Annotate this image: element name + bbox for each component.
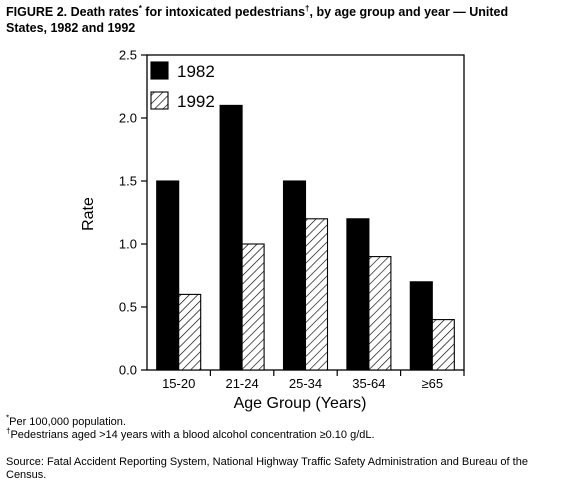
bar-1982-2 <box>282 180 307 371</box>
title-main: FIGURE 2. Death rates <box>6 5 139 19</box>
bar-1982-1 <box>219 104 243 371</box>
y-axis-label: Rate <box>80 197 97 231</box>
y-tick-label: 2.5 <box>119 48 137 63</box>
x-tick-label: 15-20 <box>162 376 195 391</box>
footnote-text: Per 100,000 population. <box>9 416 126 428</box>
legend-label-1982: 1982 <box>177 62 215 81</box>
footnote-pedestrians: †Pedestrians aged >14 years with a blood… <box>6 425 561 442</box>
x-tick-label: 21-24 <box>225 376 258 391</box>
bar-1982-3 <box>346 218 370 371</box>
y-tick-label: 0.5 <box>119 300 137 315</box>
bar-1992-0 <box>178 293 202 371</box>
figure-title: FIGURE 2. Death rates* for intoxicated p… <box>6 4 546 36</box>
y-tick-label: 1.5 <box>119 174 137 189</box>
x-tick-label: ≥65 <box>421 376 443 391</box>
source-note: Source: Fatal Accident Reporting System,… <box>6 456 528 481</box>
bar-1992-2 <box>304 218 329 371</box>
bar-1992-3 <box>368 256 392 371</box>
x-tick-label: 25-34 <box>289 376 322 391</box>
legend-swatch-1982 <box>150 61 169 80</box>
title-mark-pedestrians: † <box>305 3 310 13</box>
y-tick-label: 0.0 <box>119 363 137 378</box>
title-mark-per-100000: * <box>138 3 142 13</box>
footnote-mark: † <box>6 425 11 435</box>
bar-1982-0 <box>156 180 180 371</box>
x-axis-label: Age Group (Years) <box>234 395 367 412</box>
legend-swatch-1992 <box>150 91 169 110</box>
y-tick-label: 1.0 <box>119 237 137 252</box>
footnote-mark: * <box>6 413 10 423</box>
title-middle: for intoxicated pedestrians <box>141 5 306 19</box>
x-tick-label: 35-64 <box>352 376 385 391</box>
legend-label-1992: 1992 <box>177 92 215 111</box>
bar-1992-4 <box>431 319 455 371</box>
bar-1992-1 <box>241 243 265 371</box>
plot-area: 0.0 0.5 1.0 1.5 2.0 2.5 15-20 21-24 25-34 35-64 ≥6… <box>119 48 465 391</box>
y-tick-label: 2.0 <box>119 111 137 126</box>
footnotes: *Per 100,000 population. †Pedestrians ag… <box>6 413 561 442</box>
footnote-per-population: *Per 100,000 population. <box>6 413 561 429</box>
title-rest: , by age group and year — United States,… <box>6 5 509 35</box>
footnote-text: Pedestrians aged >14 years with a blood … <box>10 428 375 441</box>
bar-1982-4 <box>409 281 433 371</box>
